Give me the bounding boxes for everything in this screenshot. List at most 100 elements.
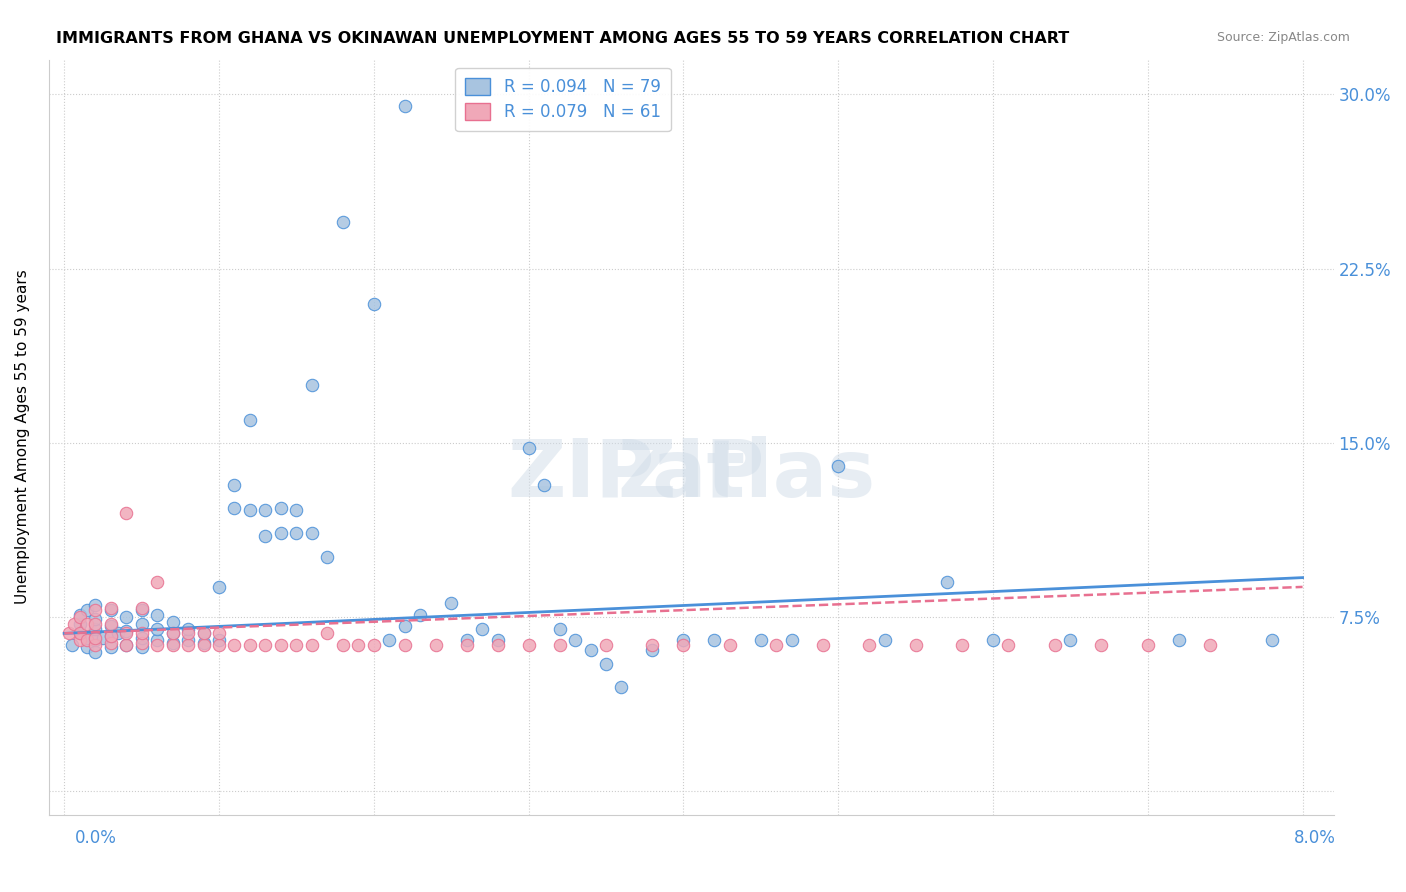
- Immigrants from Ghana: [1059, 633, 1081, 648]
- Okinawans: [208, 638, 231, 652]
- Immigrants from Ghana: [456, 633, 478, 648]
- Immigrants from Ghana: [301, 377, 323, 392]
- Immigrants from Ghana: [177, 633, 200, 648]
- Okinawans: [997, 638, 1019, 652]
- Immigrants from Ghana: [610, 680, 633, 694]
- Immigrants from Ghana: [935, 575, 957, 590]
- Immigrants from Ghana: [100, 603, 122, 617]
- Immigrants from Ghana: [208, 580, 231, 594]
- Okinawans: [76, 617, 98, 632]
- Okinawans: [811, 638, 834, 652]
- Immigrants from Ghana: [564, 633, 586, 648]
- Okinawans: [208, 626, 231, 640]
- Immigrants from Ghana: [641, 642, 664, 657]
- Immigrants from Ghana: [440, 596, 463, 610]
- Immigrants from Ghana: [270, 500, 292, 515]
- Legend: R = 0.094   N = 79, R = 0.079   N = 61: R = 0.094 N = 79, R = 0.079 N = 61: [456, 68, 671, 131]
- Okinawans: [672, 638, 695, 652]
- Okinawans: [858, 638, 880, 652]
- Okinawans: [177, 638, 200, 652]
- Immigrants from Ghana: [1167, 633, 1189, 648]
- Immigrants from Ghana: [84, 612, 107, 626]
- Immigrants from Ghana: [285, 503, 308, 517]
- Okinawans: [718, 638, 741, 652]
- Immigrants from Ghana: [579, 642, 602, 657]
- Immigrants from Ghana: [285, 526, 308, 541]
- Okinawans: [517, 638, 540, 652]
- Okinawans: [1198, 638, 1220, 652]
- Text: 0.0%: 0.0%: [75, 829, 117, 847]
- Text: Source: ZipAtlas.com: Source: ZipAtlas.com: [1216, 31, 1350, 45]
- Okinawans: [115, 626, 138, 640]
- Okinawans: [84, 603, 107, 617]
- Immigrants from Ghana: [1260, 633, 1282, 648]
- Okinawans: [595, 638, 617, 652]
- Okinawans: [76, 633, 98, 648]
- Immigrants from Ghana: [100, 640, 122, 655]
- Immigrants from Ghana: [131, 617, 153, 632]
- Immigrants from Ghana: [548, 622, 571, 636]
- Immigrants from Ghana: [162, 615, 184, 629]
- Okinawans: [162, 626, 184, 640]
- Immigrants from Ghana: [239, 503, 262, 517]
- Immigrants from Ghana: [115, 638, 138, 652]
- Okinawans: [100, 600, 122, 615]
- Okinawans: [100, 617, 122, 632]
- Okinawans: [193, 626, 215, 640]
- Immigrants from Ghana: [254, 529, 277, 543]
- Okinawans: [131, 635, 153, 649]
- Okinawans: [425, 638, 447, 652]
- Okinawans: [548, 638, 571, 652]
- Immigrants from Ghana: [224, 500, 246, 515]
- Okinawans: [146, 638, 169, 652]
- Immigrants from Ghana: [409, 607, 432, 622]
- Immigrants from Ghana: [486, 633, 509, 648]
- Okinawans: [270, 638, 292, 652]
- Immigrants from Ghana: [873, 633, 896, 648]
- Okinawans: [100, 635, 122, 649]
- Immigrants from Ghana: [76, 603, 98, 617]
- Immigrants from Ghana: [162, 626, 184, 640]
- Immigrants from Ghana: [780, 633, 803, 648]
- Immigrants from Ghana: [394, 619, 416, 633]
- Y-axis label: Unemployment Among Ages 55 to 59 years: Unemployment Among Ages 55 to 59 years: [15, 269, 30, 605]
- Immigrants from Ghana: [301, 526, 323, 541]
- Okinawans: [62, 617, 84, 632]
- Okinawans: [486, 638, 509, 652]
- Immigrants from Ghana: [100, 629, 122, 643]
- Okinawans: [84, 617, 107, 632]
- Okinawans: [950, 638, 973, 652]
- Okinawans: [69, 626, 91, 640]
- Okinawans: [58, 626, 80, 640]
- Okinawans: [239, 638, 262, 652]
- Okinawans: [641, 638, 664, 652]
- Immigrants from Ghana: [672, 633, 695, 648]
- Immigrants from Ghana: [69, 607, 91, 622]
- Okinawans: [177, 626, 200, 640]
- Okinawans: [146, 575, 169, 590]
- Immigrants from Ghana: [703, 633, 725, 648]
- Okinawans: [115, 506, 138, 520]
- Immigrants from Ghana: [91, 631, 114, 645]
- Okinawans: [316, 626, 339, 640]
- Immigrants from Ghana: [193, 626, 215, 640]
- Immigrants from Ghana: [76, 640, 98, 655]
- Text: IMMIGRANTS FROM GHANA VS OKINAWAN UNEMPLOYMENT AMONG AGES 55 TO 59 YEARS CORRELA: IMMIGRANTS FROM GHANA VS OKINAWAN UNEMPL…: [56, 31, 1070, 46]
- Okinawans: [1136, 638, 1159, 652]
- Immigrants from Ghana: [827, 459, 849, 474]
- Okinawans: [100, 629, 122, 643]
- Okinawans: [162, 638, 184, 652]
- Immigrants from Ghana: [316, 549, 339, 564]
- Immigrants from Ghana: [394, 99, 416, 113]
- Okinawans: [254, 638, 277, 652]
- Okinawans: [1043, 638, 1066, 652]
- Immigrants from Ghana: [239, 412, 262, 426]
- Immigrants from Ghana: [595, 657, 617, 671]
- Immigrants from Ghana: [254, 503, 277, 517]
- Immigrants from Ghana: [100, 619, 122, 633]
- Immigrants from Ghana: [208, 633, 231, 648]
- Okinawans: [131, 626, 153, 640]
- Immigrants from Ghana: [84, 599, 107, 613]
- Immigrants from Ghana: [84, 645, 107, 659]
- Immigrants from Ghana: [981, 633, 1004, 648]
